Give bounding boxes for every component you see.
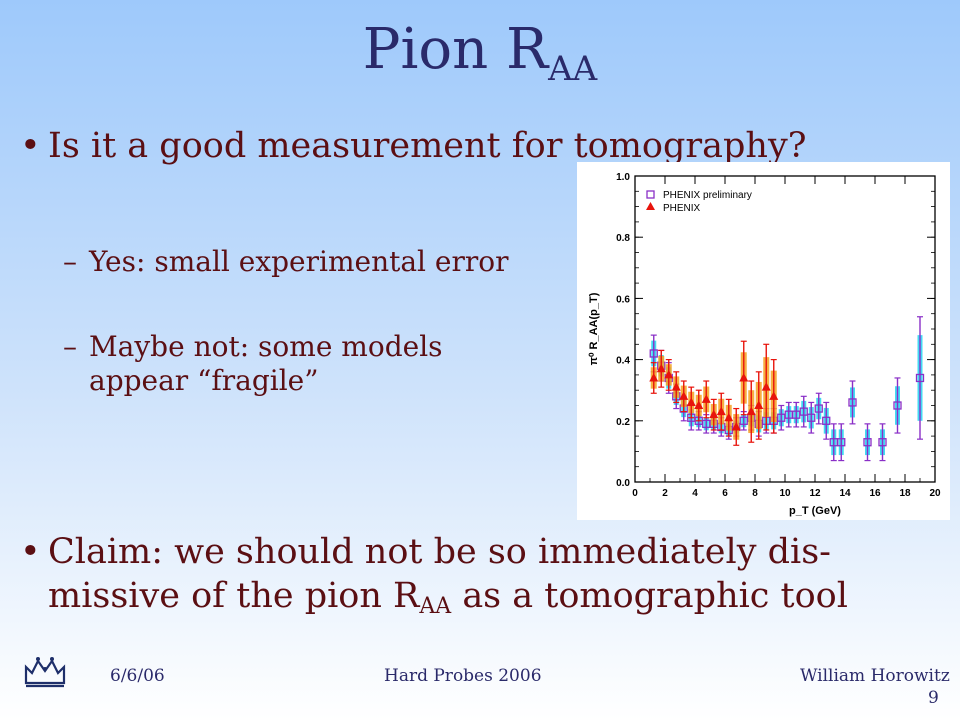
- x-tick-label: 6: [722, 488, 728, 499]
- y-tick-label: 0.4: [616, 356, 630, 367]
- bullet-2-subscript: AA: [419, 594, 452, 619]
- sub-bullet-1: – Yes: small experimental error: [63, 245, 509, 279]
- series-phenix: [649, 340, 779, 446]
- x-tick-label: 4: [692, 488, 698, 499]
- y-tick-label: 0.0: [616, 478, 630, 489]
- bullet-2-line-1: Claim: we should not be so immediately d…: [48, 532, 831, 572]
- data-point: [915, 373, 925, 383]
- y-axis-label: π⁰ R_AA(p_T): [588, 292, 600, 365]
- bullet-2-line-2-b: as a tomographic tool: [451, 576, 848, 616]
- columbia-crown-icon: [24, 657, 66, 688]
- data-point: [848, 398, 857, 407]
- bullet-1-text: Is it a good measurement for tomography?: [48, 126, 807, 166]
- plot-background: [577, 162, 950, 520]
- data-point: [807, 413, 816, 422]
- y-tick-label: 0.6: [616, 294, 630, 305]
- data-point: [694, 400, 704, 409]
- x-tick-label: 16: [869, 488, 881, 499]
- sub-bullet-2: – Maybe not: some models appear “fragile…: [63, 330, 443, 398]
- y-tick-label: 0.2: [616, 417, 630, 428]
- legend-label: PHENIX preliminary: [663, 190, 752, 201]
- x-tick-label: 12: [809, 488, 821, 499]
- legend-marker-triangle: [646, 202, 655, 210]
- x-axis-label: p_T (GeV): [789, 505, 841, 517]
- bullet-1: • Is it a good measurement for tomograph…: [20, 124, 807, 168]
- legend: PHENIX preliminary PHENIX: [646, 190, 752, 214]
- data-point: [769, 391, 779, 400]
- data-point: [754, 400, 764, 409]
- y-tick-label: 0.8: [616, 233, 630, 244]
- x-tick-label: 14: [839, 488, 851, 499]
- data-point: [837, 438, 846, 447]
- legend-marker-square: [646, 190, 655, 199]
- data-point: [739, 372, 749, 382]
- data-point: [814, 404, 823, 413]
- sub-bullet-2-line-1: Maybe not: some models: [89, 330, 443, 363]
- data-point: [649, 372, 659, 382]
- footer-date: 6/6/06: [110, 666, 165, 686]
- footer-event: Hard Probes 2006: [384, 666, 542, 686]
- y-tick-label: 1.0: [616, 172, 630, 183]
- x-tick-label: 8: [752, 488, 758, 499]
- x-tick-label: 20: [929, 488, 941, 499]
- footer-page-number: 9: [928, 688, 939, 708]
- slide-title-main: Pion R: [362, 17, 549, 82]
- data-point: [686, 397, 696, 406]
- data-point: [679, 391, 689, 400]
- data-point: [656, 363, 666, 373]
- sub-bullet-dash: –: [63, 245, 77, 278]
- sub-bullet-2-line-2: appear “fragile”: [89, 364, 319, 397]
- x-tick-label: 18: [899, 488, 911, 499]
- data-point: [709, 409, 719, 419]
- sub-bullet-dash: –: [63, 330, 77, 363]
- x-tick-label: 2: [662, 488, 668, 499]
- footer-author: William Horowitz: [800, 666, 950, 686]
- bullet-2: • Claim: we should not be so immediately…: [20, 530, 848, 629]
- raa-plot: 0.0 0.2 0.4 0.6 0.8 1.0 0 2 4 6 8 10 12 14 16 18 20 p_T (…: [577, 162, 950, 520]
- data-point: [664, 369, 674, 379]
- sub-bullet-1-text: Yes: small experimental error: [89, 245, 509, 278]
- data-point: [701, 394, 711, 403]
- data-point: [761, 382, 771, 391]
- data-point: [893, 401, 902, 410]
- slide-title: Pion RAA: [0, 22, 960, 89]
- data-point: [822, 416, 831, 425]
- bullet-2-line-2-a: missive of the pion R: [48, 576, 420, 616]
- data-point: [799, 407, 808, 416]
- bullet-dot: •: [20, 532, 41, 572]
- data-point: [878, 438, 887, 447]
- bullet-dot: •: [20, 126, 41, 166]
- data-point: [671, 382, 681, 391]
- slide-title-subscript: AA: [548, 49, 598, 89]
- x-tick-label: 0: [632, 488, 638, 499]
- data-point: [746, 406, 756, 416]
- legend-label: PHENIX: [663, 203, 701, 214]
- data-point: [731, 421, 741, 431]
- data-point: [863, 438, 872, 447]
- series-phenix-preliminary: [649, 316, 925, 462]
- data-point: [649, 349, 658, 358]
- data-point: [724, 412, 734, 422]
- data-point: [716, 406, 726, 416]
- x-tick-label: 10: [779, 488, 791, 499]
